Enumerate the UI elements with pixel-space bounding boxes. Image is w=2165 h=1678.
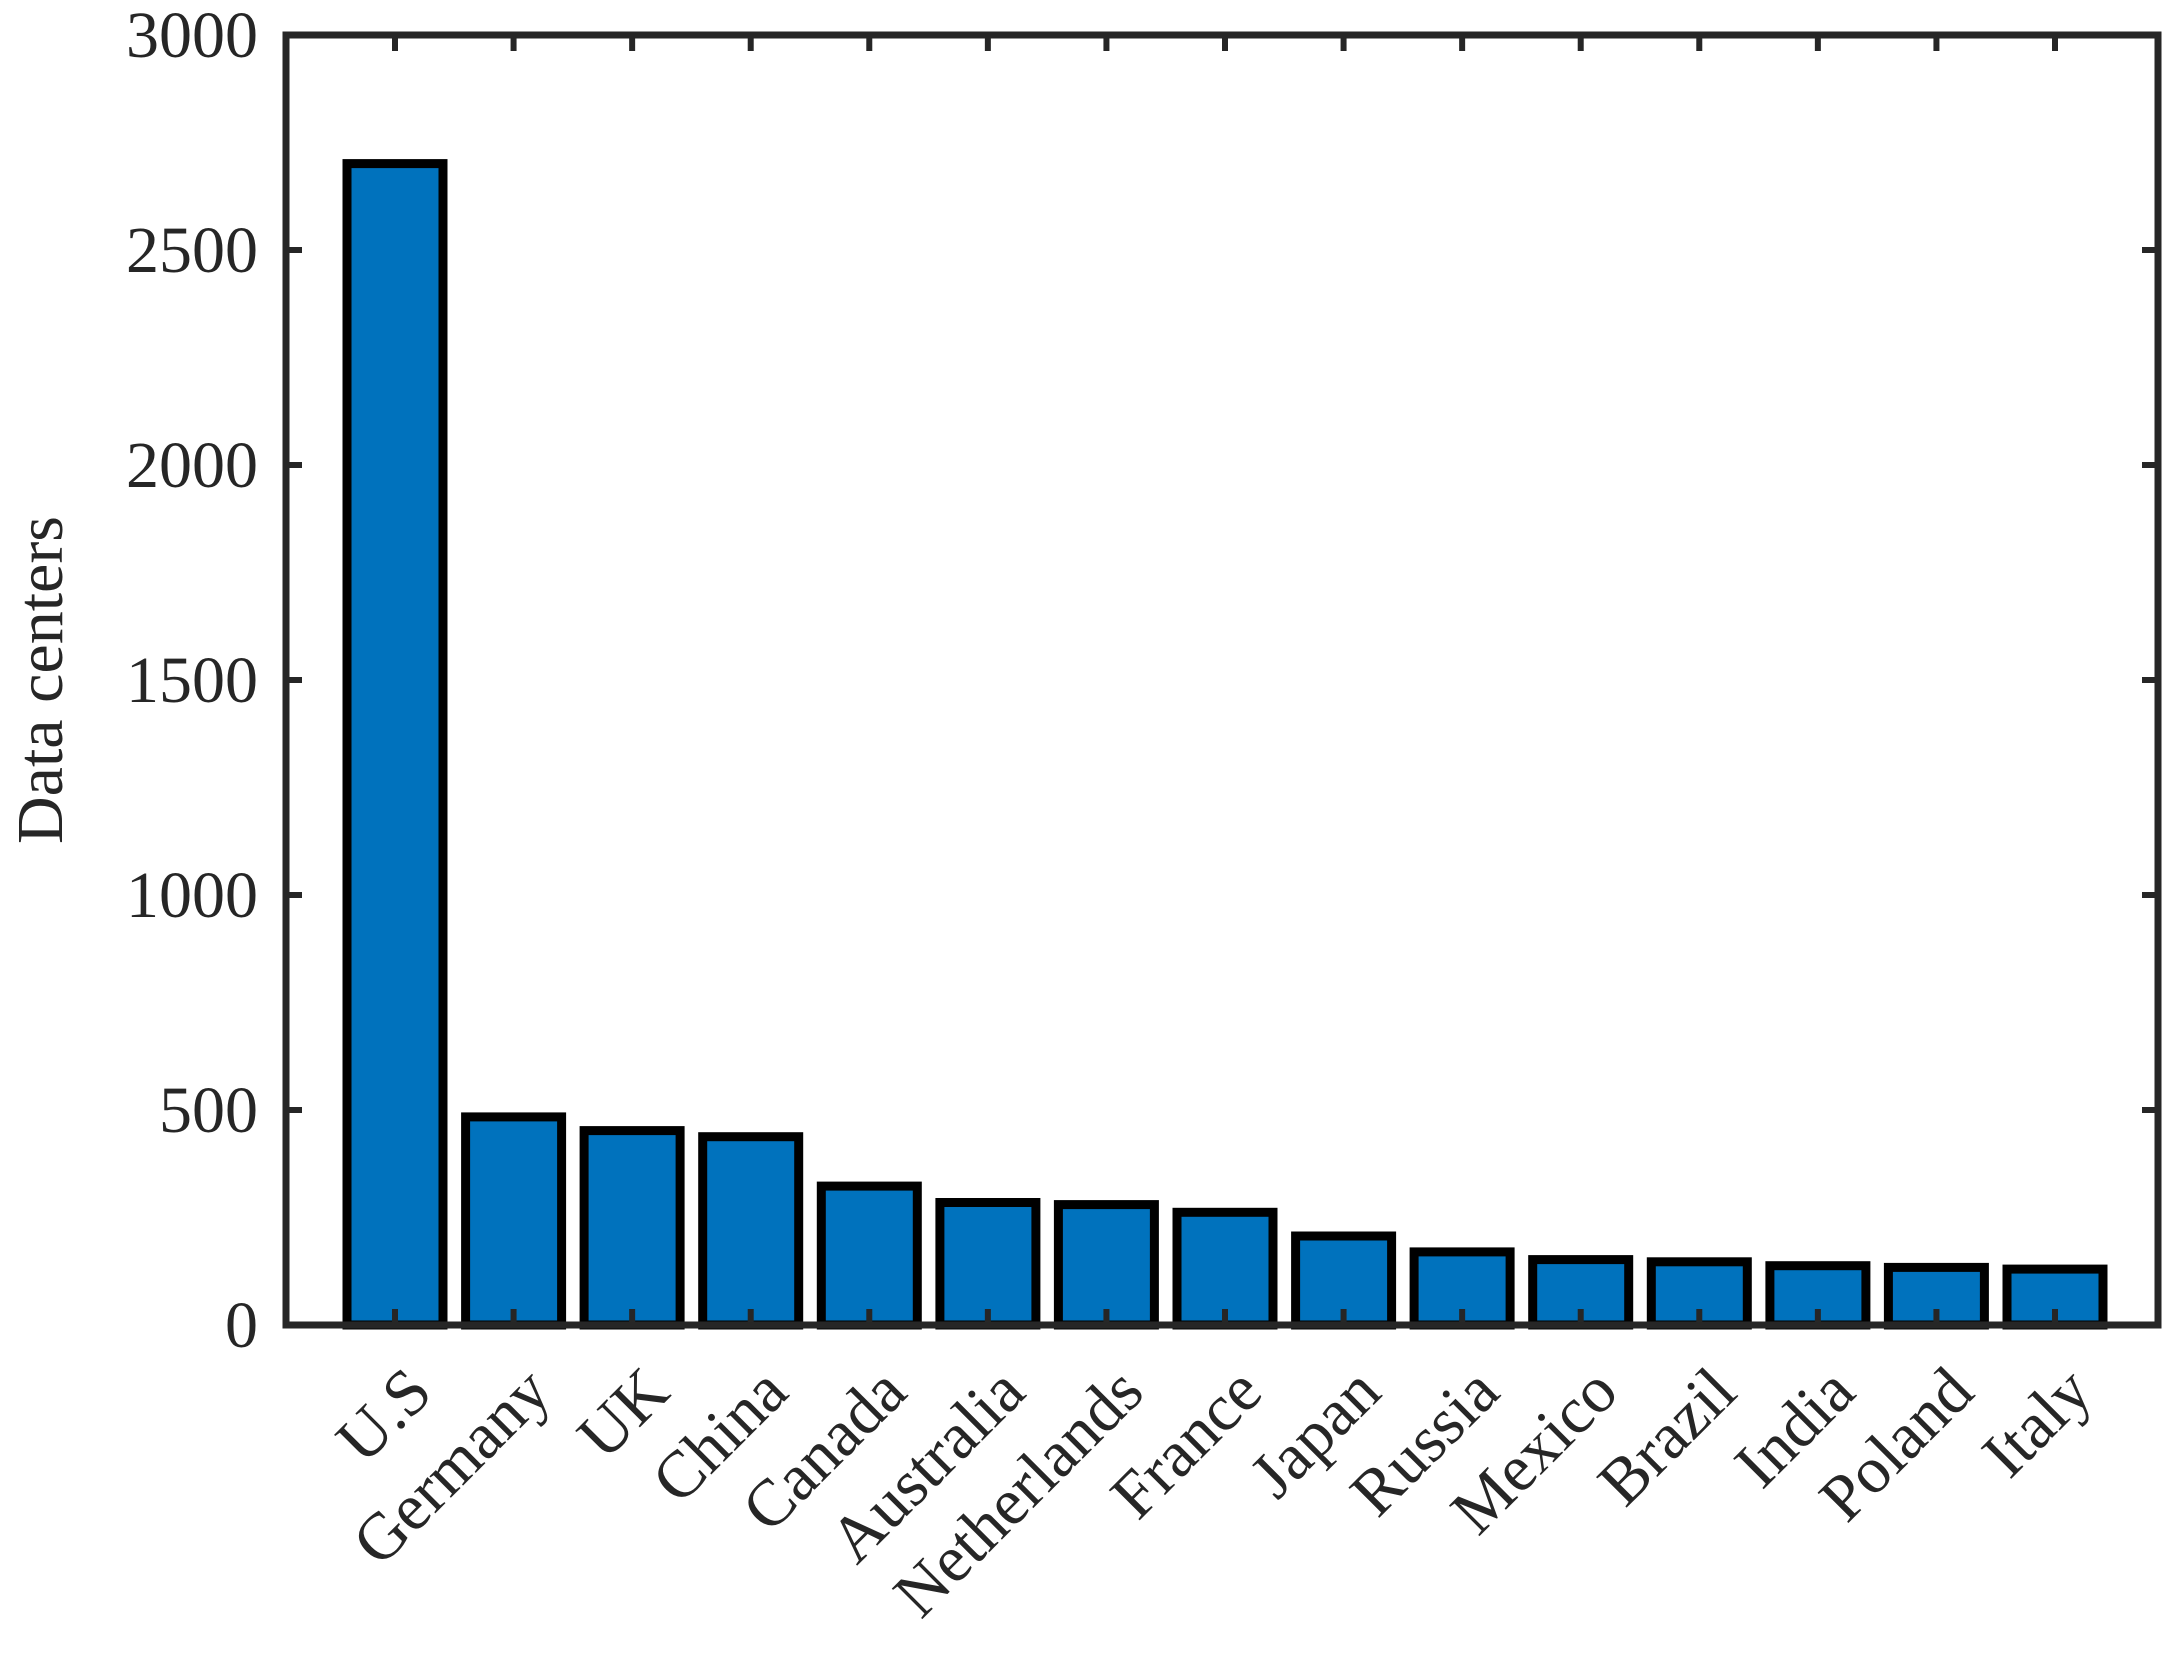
bar-uk	[579, 1126, 685, 1330]
y-tick-labels: 0 500 1000 1500 2000 2500 3000	[126, 0, 258, 1362]
y-axis-label: Data centers	[4, 516, 77, 844]
bar-australia	[935, 1198, 1041, 1330]
bars-layer	[342, 159, 2108, 1330]
x-tick-label: Italy	[1968, 1354, 2105, 1491]
bar-france	[1172, 1207, 1278, 1330]
bar-netherlands	[1053, 1200, 1159, 1330]
y-tick-label: 3000	[126, 0, 258, 72]
bar-u-s	[342, 159, 448, 1330]
bar-germany	[461, 1112, 567, 1330]
x-tick-label: Brazil	[1584, 1354, 1750, 1520]
y-tick-label: 1000	[126, 859, 258, 932]
y-tick-label: 2000	[126, 429, 258, 502]
y-tick-label: 1500	[126, 644, 258, 717]
bar-china	[698, 1132, 804, 1330]
y-tick-label: 2500	[126, 214, 258, 287]
ticks-layer	[286, 32, 2158, 1328]
y-tick-label: 0	[225, 1289, 258, 1362]
bar-canada	[816, 1181, 922, 1330]
axes-box	[282, 31, 2162, 1329]
y-tick-label: 500	[159, 1074, 258, 1147]
